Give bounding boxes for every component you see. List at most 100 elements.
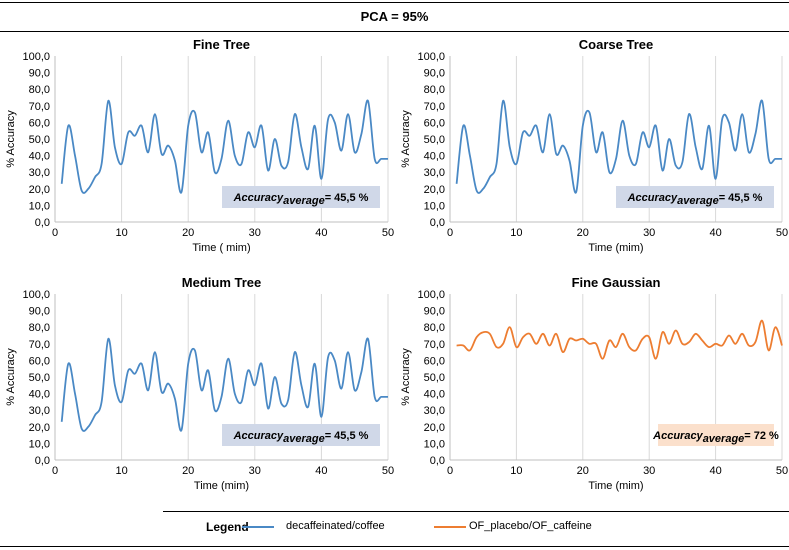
accuracy-average-label: Accuracyaverage= 45,5 % bbox=[233, 192, 369, 207]
accuracy-average-label: Accuracyaverage= 45,5 % bbox=[627, 192, 763, 207]
x-tick-label: 30 bbox=[249, 227, 261, 239]
data-point bbox=[629, 155, 630, 156]
data-point bbox=[463, 125, 464, 126]
data-point bbox=[562, 352, 563, 353]
y-tick-label: 60,0 bbox=[29, 355, 50, 367]
x-tick-label: 10 bbox=[510, 465, 522, 477]
data-point bbox=[735, 343, 736, 344]
y-tick-label: 40,0 bbox=[29, 389, 50, 401]
data-point bbox=[456, 345, 457, 346]
data-point bbox=[367, 338, 368, 339]
data-point bbox=[261, 363, 262, 364]
data-point bbox=[496, 347, 497, 348]
x-tick-label: 10 bbox=[115, 465, 127, 477]
y-tick-label: 70,0 bbox=[424, 101, 445, 113]
data-point bbox=[68, 363, 69, 364]
y-tick-label: 20,0 bbox=[424, 422, 445, 434]
data-point bbox=[387, 396, 388, 397]
accuracy-average-label: Accuracyaverage= 45,5 % bbox=[233, 430, 369, 445]
data-point bbox=[549, 345, 550, 346]
legend-top-border bbox=[163, 511, 789, 512]
data-point bbox=[181, 192, 182, 193]
data-point bbox=[354, 390, 355, 391]
legend-swatch-of-placebo bbox=[434, 526, 466, 528]
data-point bbox=[728, 122, 729, 123]
data-point bbox=[768, 158, 769, 159]
data-point bbox=[688, 114, 689, 115]
data-point bbox=[221, 158, 222, 159]
data-point bbox=[655, 358, 656, 359]
data-point bbox=[775, 158, 776, 159]
data-point bbox=[361, 133, 362, 134]
data-point bbox=[201, 390, 202, 391]
data-point bbox=[341, 150, 342, 151]
data-point bbox=[301, 385, 302, 386]
data-point bbox=[569, 160, 570, 161]
data-point bbox=[288, 400, 289, 401]
data-point bbox=[503, 100, 504, 101]
data-point bbox=[556, 153, 557, 154]
data-point bbox=[702, 168, 703, 169]
legend-entry-of-placebo: OF_placebo/OF_caffeine bbox=[469, 520, 592, 532]
data-point bbox=[516, 163, 517, 164]
series-line bbox=[456, 319, 783, 360]
data-point bbox=[168, 145, 169, 146]
data-point bbox=[476, 190, 477, 191]
data-point bbox=[463, 345, 464, 346]
y-tick-label: 30,0 bbox=[29, 405, 50, 417]
data-point bbox=[622, 120, 623, 121]
data-point bbox=[529, 135, 530, 136]
data-point bbox=[722, 118, 723, 119]
data-point bbox=[221, 396, 222, 397]
data-point bbox=[649, 337, 650, 338]
data-point bbox=[234, 393, 235, 394]
data-point bbox=[68, 125, 69, 126]
data-point bbox=[94, 177, 95, 178]
data-point bbox=[134, 373, 135, 374]
data-point bbox=[635, 350, 636, 351]
data-point bbox=[755, 342, 756, 343]
data-point bbox=[101, 163, 102, 164]
data-point bbox=[327, 356, 328, 357]
x-tick-label: 50 bbox=[776, 227, 788, 239]
y-tick-label: 90,0 bbox=[424, 306, 445, 318]
data-point bbox=[669, 138, 670, 139]
data-point bbox=[208, 370, 209, 371]
legend-entry-decaffeinated: decaffeinated/coffee bbox=[286, 520, 385, 532]
data-point bbox=[595, 152, 596, 153]
data-point bbox=[74, 393, 75, 394]
accuracy-average-box bbox=[222, 186, 380, 208]
data-point bbox=[181, 430, 182, 431]
data-point bbox=[635, 163, 636, 164]
y-tick-label: 100,0 bbox=[417, 51, 445, 63]
y-tick-label: 30,0 bbox=[29, 167, 50, 179]
data-point bbox=[675, 330, 676, 331]
data-point bbox=[281, 165, 282, 166]
accuracy-average-label: Accuracyaverage= 72 % bbox=[652, 430, 779, 445]
data-point bbox=[735, 150, 736, 151]
data-point bbox=[241, 163, 242, 164]
data-point bbox=[108, 338, 109, 339]
x-tick-label: 0 bbox=[447, 465, 453, 477]
data-point bbox=[529, 333, 530, 334]
data-point bbox=[642, 132, 643, 133]
y-tick-label: 60,0 bbox=[424, 117, 445, 129]
data-point bbox=[194, 112, 195, 113]
data-point bbox=[536, 343, 537, 344]
data-point bbox=[148, 390, 149, 391]
data-point bbox=[542, 333, 543, 334]
data-point bbox=[154, 114, 155, 115]
data-point bbox=[248, 132, 249, 133]
chart-title: Coarse Tree bbox=[579, 37, 653, 52]
data-point bbox=[748, 345, 749, 346]
data-point bbox=[154, 352, 155, 353]
data-point bbox=[768, 350, 769, 351]
top-border bbox=[0, 2, 789, 3]
data-point bbox=[307, 168, 308, 169]
chart-title: Medium Tree bbox=[182, 275, 261, 290]
data-point bbox=[314, 363, 315, 364]
data-point bbox=[556, 333, 557, 334]
data-point bbox=[509, 327, 510, 328]
data-point bbox=[381, 396, 382, 397]
data-point bbox=[101, 401, 102, 402]
